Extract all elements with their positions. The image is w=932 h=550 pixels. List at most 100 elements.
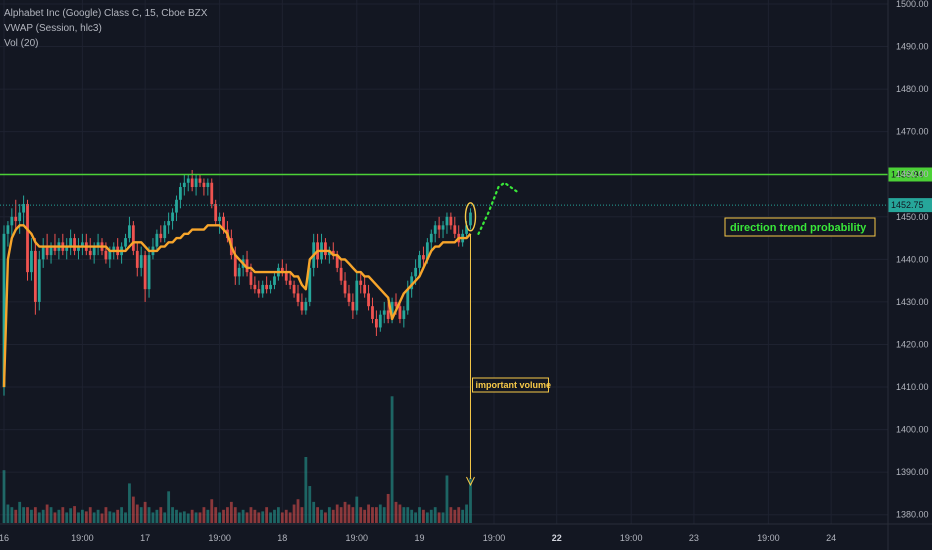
candle-body: [422, 255, 425, 260]
volume-bar: [249, 507, 253, 523]
volume-bar: [378, 504, 382, 523]
volume-bar: [41, 509, 45, 523]
candle: [18, 204, 22, 234]
volume-bar: [61, 507, 65, 523]
candle-body: [6, 225, 10, 234]
candle: [265, 276, 269, 294]
candle: [214, 199, 218, 226]
candle-body: [324, 242, 327, 256]
candle-body: [18, 212, 22, 222]
price-tick-label: 1390.00: [896, 467, 929, 477]
volume-bar: [343, 501, 347, 523]
symbol-title[interactable]: Alphabet Inc (Google) Class C, 15, Cboe …: [4, 8, 208, 19]
volume-bar: [425, 512, 429, 523]
candle: [253, 276, 257, 294]
volume-bar: [167, 491, 171, 523]
candle: [77, 238, 80, 260]
volume-label-text: important volume: [475, 380, 551, 390]
volume-bar: [402, 507, 406, 523]
time-tick-label: 22: [552, 533, 562, 543]
candle: [53, 233, 57, 256]
time-tick-label: 19:00: [208, 533, 231, 543]
candle-body: [2, 233, 6, 388]
candle: [155, 229, 159, 251]
volume-bar: [237, 512, 241, 523]
volume-bar: [218, 512, 221, 523]
candle: [292, 280, 296, 298]
volume-bar: [229, 501, 233, 523]
candle-body: [433, 225, 437, 234]
price-tick-label: 1480.00: [896, 84, 929, 94]
volume-bar: [30, 509, 33, 523]
candle-body: [135, 250, 139, 268]
candle: [288, 272, 292, 290]
candle-body: [331, 250, 335, 256]
candle: [30, 238, 33, 281]
volume-bar: [222, 509, 225, 523]
candle-body: [378, 314, 382, 328]
vwap-indicator-label[interactable]: VWAP (Session, hlc3): [4, 23, 102, 34]
candle-body: [453, 225, 457, 234]
candle-body: [284, 272, 288, 281]
candle: [73, 233, 76, 256]
volume-bar: [194, 512, 198, 523]
candle-body: [167, 221, 171, 226]
candle-body: [327, 250, 331, 256]
volume-bar: [355, 496, 359, 523]
candle-body: [261, 284, 265, 294]
candle-body: [198, 178, 202, 183]
candle-body: [469, 212, 472, 226]
price-tick-label: 1430.00: [896, 297, 929, 307]
candle: [186, 174, 190, 192]
candle-body: [245, 259, 249, 273]
volume-bar: [214, 507, 218, 523]
volume-bar: [327, 507, 331, 523]
candle: [218, 212, 221, 234]
candle-body: [445, 216, 449, 226]
volume-bar: [163, 512, 167, 523]
volume-bar: [441, 512, 445, 523]
volume-bar: [335, 504, 339, 523]
volume-bar: [445, 475, 449, 523]
candle-body: [425, 242, 429, 260]
price-tick-label: 1400.00: [896, 425, 929, 435]
candle: [429, 229, 433, 251]
volume-bar: [226, 507, 229, 523]
candle: [120, 242, 123, 264]
candle-body: [269, 284, 272, 290]
candle: [206, 178, 210, 196]
candle: [386, 301, 390, 324]
candle: [402, 306, 406, 328]
candle: [441, 221, 445, 239]
time-tick-label: 19:00: [757, 533, 780, 543]
volume-indicator-label[interactable]: Vol (20): [4, 38, 39, 49]
price-axis[interactable]: 1380.00 1390.00 1400.00 1410.00 1420.00 1430.…: [887, 0, 929, 550]
highlight-oval: [464, 202, 477, 232]
volume-bar: [433, 507, 437, 523]
candle-body: [214, 204, 218, 222]
candle: [422, 246, 425, 268]
candle: [69, 229, 73, 256]
volume-bar: [186, 513, 190, 523]
candle: [269, 280, 272, 294]
time-axis[interactable]: 16 19:00 17 19:00 18 19:00 19 19:00 22 19:00 23 19:…: [0, 523, 932, 543]
candle-body: [186, 178, 190, 183]
volume-bar: [422, 509, 425, 523]
candle-body: [179, 187, 182, 200]
volume-bar: [296, 499, 300, 523]
volume-bar: [10, 507, 14, 523]
volume-bar: [57, 509, 61, 523]
level-label-last: 1452.75: [891, 200, 924, 210]
candle-body: [104, 250, 108, 260]
volume-bar: [182, 511, 186, 523]
volume-bar: [84, 511, 88, 523]
candle-body: [418, 255, 421, 268]
time-tick-label: 19: [415, 533, 425, 543]
candle-body: [339, 267, 343, 281]
candle-body: [429, 233, 433, 243]
candle-body: [206, 182, 210, 188]
candle-body: [73, 238, 76, 251]
candle: [131, 221, 135, 256]
candle: [22, 195, 25, 226]
